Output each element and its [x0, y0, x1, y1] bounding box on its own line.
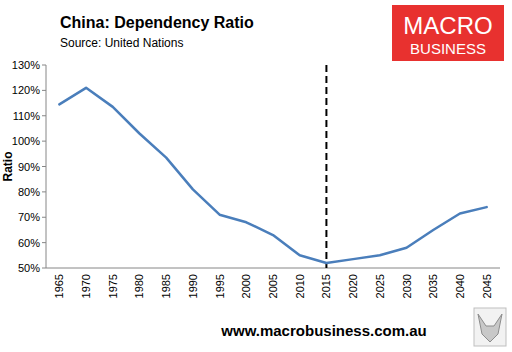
logo-box	[392, 5, 504, 61]
background	[0, 0, 512, 352]
fox-icon	[474, 308, 506, 346]
y-tick-label: 120%	[12, 84, 40, 96]
title: China: Dependency Ratio	[60, 14, 254, 31]
chart: China: Dependency Ratio Source: United Na…	[0, 0, 512, 352]
x-tick-label: 1985	[160, 274, 172, 298]
logo-text: MACRO	[403, 12, 492, 39]
x-axis	[46, 268, 500, 269]
y-tick-label: 90%	[18, 161, 40, 173]
x-tick-label: 2010	[294, 274, 306, 298]
y-tick-label: 100%	[12, 135, 40, 147]
x-tick-label: 2025	[374, 274, 386, 298]
footer: www.macrobusiness.com.au	[220, 322, 426, 339]
y-tick-label: 130%	[12, 59, 40, 71]
x-tick-label: 1965	[53, 274, 65, 298]
y-tick	[42, 217, 46, 218]
y-tick-label: 70%	[18, 211, 40, 223]
y-tick	[42, 141, 46, 142]
y-tick	[42, 242, 46, 243]
icon-frame	[474, 308, 506, 346]
data-line	[59, 88, 486, 263]
y-tick	[42, 268, 46, 269]
x-tick-label: 2035	[427, 274, 439, 298]
y-tick	[42, 166, 46, 167]
x-tick-label: 1990	[187, 274, 199, 298]
x-tick-label: 2040	[454, 274, 466, 298]
y-axis	[46, 65, 47, 268]
x-tick-label: 2045	[481, 274, 493, 298]
x-tick-label: 1975	[107, 274, 119, 298]
y-tick	[42, 65, 46, 66]
x-tick-label: 1970	[80, 274, 92, 298]
y-tick-label: 80%	[18, 186, 40, 198]
x-tick-label: 2020	[347, 274, 359, 298]
y-tick-label: 60%	[18, 237, 40, 249]
x-tick-label: 1995	[214, 274, 226, 298]
icon-shape	[478, 314, 502, 342]
y-tick-label: 110%	[13, 110, 41, 122]
marker-line	[325, 65, 327, 268]
y-tick	[42, 191, 46, 192]
logo-text: BUSINESS	[410, 40, 486, 57]
x-tick-label: 2015	[320, 274, 332, 298]
x-tick-label: 2030	[401, 274, 413, 298]
y-tick-label: 50%	[18, 262, 40, 274]
y-axis-label: Ratio	[1, 152, 15, 182]
x-tick-label: 2000	[240, 274, 252, 298]
x-tick-label: 2005	[267, 274, 279, 298]
x-tick-label: 1980	[133, 274, 145, 298]
subtitle: Source: United Nations	[60, 36, 183, 50]
plot-group	[59, 88, 486, 263]
y-tick	[42, 115, 46, 116]
y-tick	[42, 90, 46, 91]
